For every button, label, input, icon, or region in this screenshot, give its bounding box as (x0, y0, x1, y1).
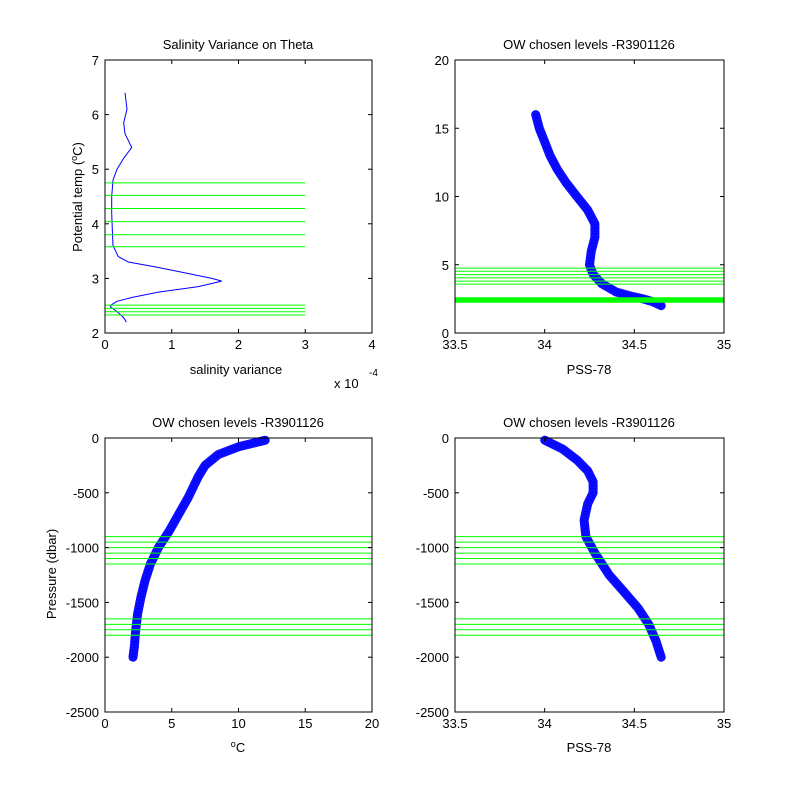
x-tick-label: 10 (231, 716, 245, 731)
y-tick-label: -500 (73, 486, 99, 501)
x-axis-label: PSS-78 (567, 362, 612, 377)
y-tick-label: 4 (92, 217, 99, 232)
y-tick-label: -500 (423, 486, 449, 501)
x-tick-label: 4 (368, 337, 375, 352)
panel-title: OW chosen levels -R3901126 (503, 37, 675, 52)
x-axis-label-unit: C (236, 740, 245, 755)
y-tick-label: 10 (435, 190, 449, 205)
y-tick-label: 20 (435, 53, 449, 68)
y-tick-label: -2000 (416, 650, 449, 665)
x-tick-label: 15 (298, 716, 312, 731)
x-tick-label: 34.5 (622, 716, 647, 731)
x-tick-label: 3 (302, 337, 309, 352)
x-tick-label: 0 (101, 716, 108, 731)
y-tick-label: 0 (442, 431, 449, 446)
y-tick-label: 0 (92, 431, 99, 446)
panel-title: OW chosen levels -R3901126 (503, 415, 675, 430)
y-axis-label: Pressure (dbar) (44, 529, 59, 619)
x-tick-label: 2 (235, 337, 242, 352)
x-tick-label: 5 (168, 716, 175, 731)
y-axis-label-main: Potential temp ( (70, 160, 85, 252)
x-axis-exponent-base: x 10 (334, 376, 359, 391)
x-tick-label: 20 (365, 716, 379, 731)
x-tick-label: 35 (717, 337, 731, 352)
x-axis-label: PSS-78 (567, 740, 612, 755)
y-tick-label: -1500 (416, 595, 449, 610)
x-axis-label: salinity variance (190, 362, 283, 377)
y-tick-label: 0 (442, 326, 449, 341)
y-tick-label: -2500 (416, 705, 449, 720)
x-tick-label: 34.5 (622, 337, 647, 352)
x-tick-label: 34 (537, 337, 551, 352)
y-tick-label: 2 (92, 326, 99, 341)
panel-title: OW chosen levels -R3901126 (152, 415, 324, 430)
y-tick-label: 7 (92, 53, 99, 68)
y-tick-label: -2500 (66, 705, 99, 720)
x-tick-label: 35 (717, 716, 731, 731)
x-tick-label: 0 (101, 337, 108, 352)
y-axis-label-unit: C) (70, 142, 85, 156)
y-tick-label: -1000 (416, 541, 449, 556)
y-tick-label: 15 (435, 121, 449, 136)
y-tick-label: 5 (92, 162, 99, 177)
y-tick-label: -2000 (66, 650, 99, 665)
x-axis-exponent-power: -4 (369, 368, 378, 379)
y-tick-label: -1500 (66, 595, 99, 610)
x-tick-label: 34 (537, 716, 551, 731)
y-tick-label: -1000 (66, 541, 99, 556)
y-tick-label: 3 (92, 271, 99, 286)
y-tick-label: 5 (442, 258, 449, 273)
panel-title: Salinity Variance on Theta (163, 37, 314, 52)
x-tick-label: 1 (168, 337, 175, 352)
y-tick-label: 6 (92, 108, 99, 123)
